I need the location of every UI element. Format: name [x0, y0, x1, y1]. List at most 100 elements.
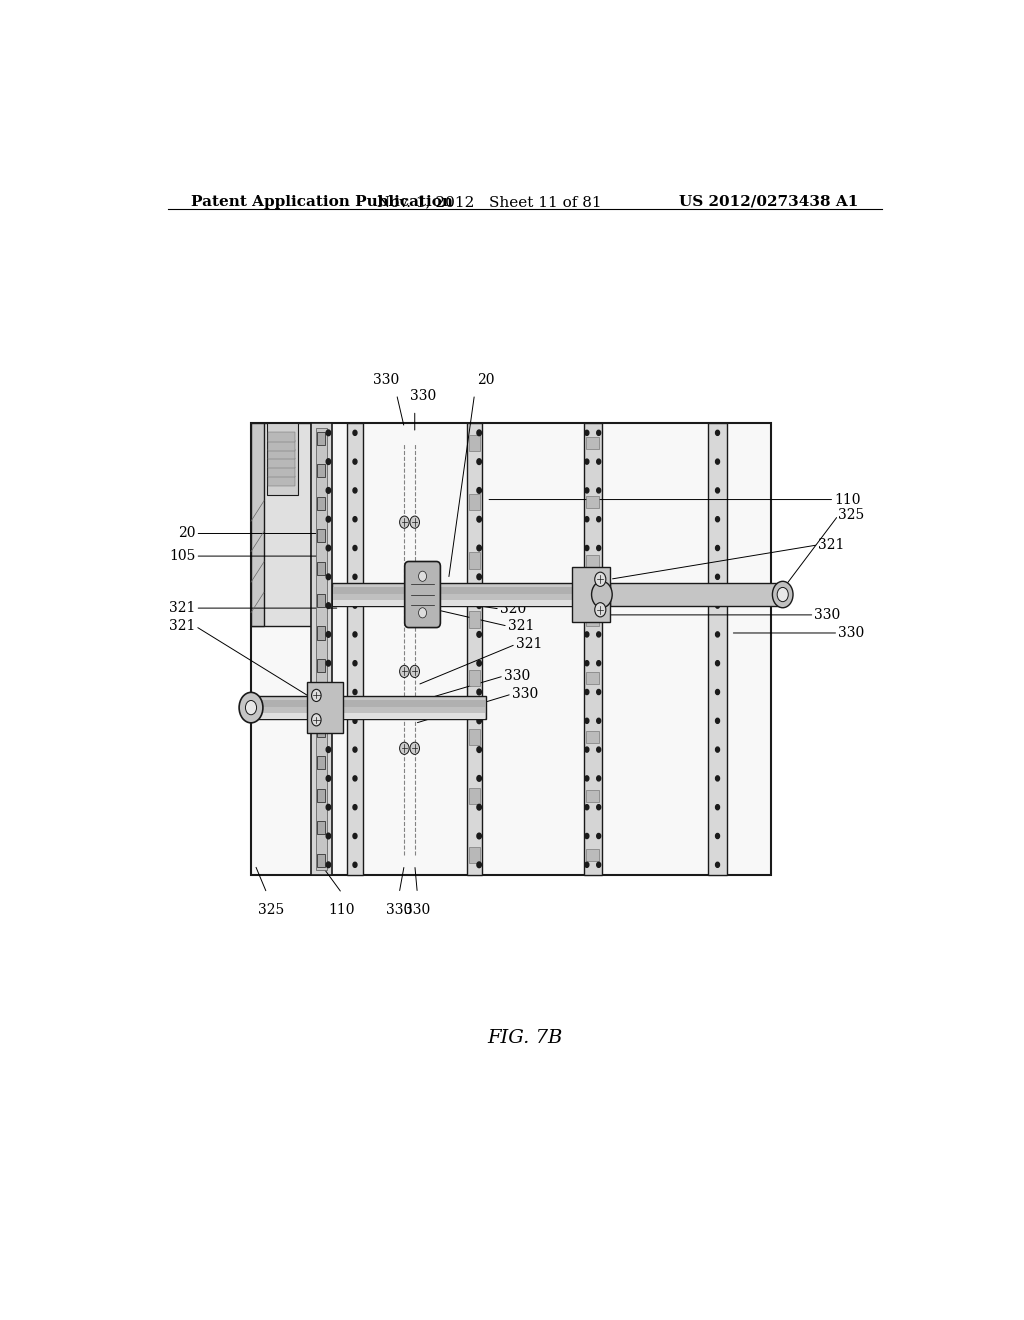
Circle shape: [327, 516, 331, 523]
Text: 330: 330: [839, 626, 864, 640]
Circle shape: [585, 689, 589, 694]
Text: FIG. 7B: FIG. 7B: [487, 1028, 562, 1047]
Circle shape: [716, 862, 720, 867]
Bar: [332, 583, 610, 606]
Circle shape: [585, 718, 589, 723]
Text: 325: 325: [839, 508, 864, 523]
Circle shape: [419, 572, 427, 581]
Circle shape: [327, 862, 331, 867]
Circle shape: [716, 661, 720, 665]
Text: 330: 330: [373, 374, 399, 387]
Bar: [267, 475, 295, 486]
Circle shape: [327, 776, 331, 781]
Circle shape: [327, 603, 331, 609]
Circle shape: [353, 747, 357, 752]
Circle shape: [585, 488, 589, 492]
Circle shape: [597, 574, 601, 579]
Circle shape: [716, 459, 720, 465]
Circle shape: [410, 516, 420, 528]
Bar: [709, 422, 727, 875]
Bar: [469, 494, 480, 510]
Circle shape: [477, 747, 481, 752]
Text: 20: 20: [178, 527, 196, 540]
Text: 105: 105: [169, 549, 196, 564]
Bar: [584, 422, 602, 875]
Bar: [267, 458, 295, 469]
Circle shape: [597, 718, 601, 723]
Bar: [610, 583, 782, 606]
Circle shape: [595, 572, 606, 586]
Circle shape: [399, 516, 410, 528]
Circle shape: [716, 545, 720, 550]
Circle shape: [716, 747, 720, 752]
Circle shape: [585, 661, 589, 665]
Circle shape: [353, 805, 357, 809]
Circle shape: [477, 430, 481, 436]
Text: 110: 110: [835, 492, 861, 507]
Bar: [333, 594, 608, 599]
Text: 321: 321: [169, 601, 196, 615]
Circle shape: [477, 459, 481, 465]
Bar: [317, 561, 325, 574]
Circle shape: [716, 689, 720, 694]
Circle shape: [327, 804, 331, 810]
Circle shape: [597, 545, 601, 550]
Bar: [251, 422, 264, 626]
Text: 325: 325: [258, 903, 284, 916]
Circle shape: [597, 689, 601, 694]
Bar: [333, 599, 608, 606]
Circle shape: [477, 776, 481, 781]
Bar: [317, 432, 325, 445]
Circle shape: [327, 689, 331, 694]
Circle shape: [353, 718, 357, 723]
Circle shape: [410, 589, 420, 601]
Text: 135: 135: [492, 585, 518, 599]
Bar: [586, 789, 599, 803]
Text: 321: 321: [516, 638, 542, 651]
Text: 110: 110: [329, 903, 355, 916]
Circle shape: [477, 516, 481, 523]
Circle shape: [585, 862, 589, 867]
Bar: [467, 422, 482, 875]
Bar: [317, 594, 325, 607]
Bar: [586, 731, 599, 743]
Circle shape: [327, 459, 331, 465]
Text: Nov. 1, 2012   Sheet 11 of 81: Nov. 1, 2012 Sheet 11 of 81: [377, 195, 601, 209]
Circle shape: [399, 742, 410, 755]
Bar: [586, 437, 599, 449]
Circle shape: [597, 632, 601, 638]
Circle shape: [597, 862, 601, 867]
Circle shape: [585, 603, 589, 609]
Bar: [266, 422, 298, 495]
Circle shape: [716, 603, 720, 609]
Bar: [586, 496, 599, 508]
Circle shape: [311, 714, 322, 726]
Circle shape: [716, 430, 720, 436]
Bar: [267, 449, 295, 459]
Bar: [317, 821, 325, 834]
Text: 321: 321: [169, 619, 196, 634]
Text: 330: 330: [386, 903, 413, 916]
Circle shape: [477, 689, 481, 694]
Circle shape: [327, 660, 331, 667]
Bar: [245, 701, 484, 706]
Circle shape: [716, 718, 720, 723]
Circle shape: [327, 747, 331, 752]
Circle shape: [477, 833, 481, 838]
Bar: [267, 441, 295, 450]
Bar: [317, 692, 325, 705]
Bar: [317, 496, 325, 510]
Bar: [469, 553, 480, 569]
Bar: [317, 529, 325, 543]
Circle shape: [477, 487, 481, 494]
Text: 330: 330: [504, 669, 530, 682]
Circle shape: [477, 718, 481, 723]
Bar: [586, 849, 599, 861]
Bar: [586, 614, 599, 626]
Text: Patent Application Publication: Patent Application Publication: [191, 195, 454, 209]
Circle shape: [477, 603, 481, 609]
Bar: [317, 465, 325, 478]
Bar: [267, 467, 295, 477]
Circle shape: [595, 603, 606, 616]
Circle shape: [311, 689, 322, 701]
